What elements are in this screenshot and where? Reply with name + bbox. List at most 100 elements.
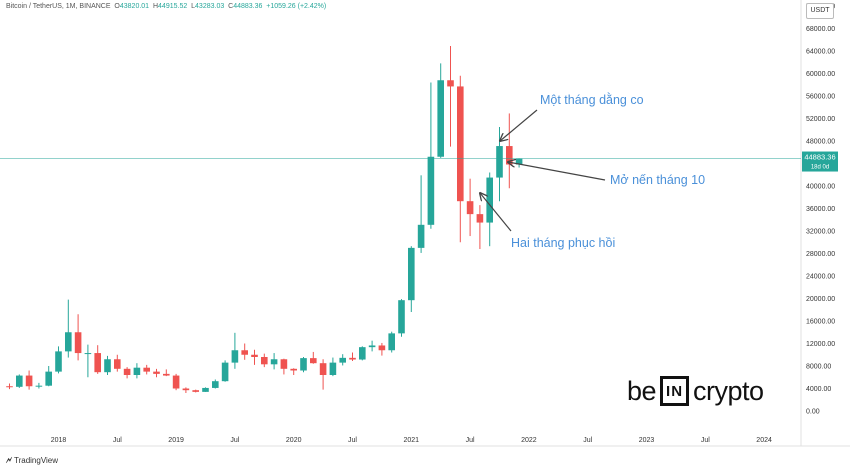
candle-30[interactable] [300, 357, 307, 373]
candle-body-40 [398, 300, 405, 334]
candle-18[interactable] [182, 387, 190, 393]
candle-48[interactable] [476, 205, 484, 249]
candle-15[interactable] [153, 368, 160, 378]
candle-29[interactable] [290, 368, 297, 375]
candle-8[interactable] [84, 344, 92, 378]
x-tick-label-2: 2019 [168, 437, 184, 444]
candle-2[interactable] [25, 370, 33, 390]
y-tick-label-12: 48000.00 [806, 139, 835, 146]
candle-body-44 [437, 80, 444, 157]
candle-42[interactable] [417, 175, 425, 253]
candle-26[interactable] [261, 353, 268, 368]
candle-36[interactable] [359, 346, 366, 361]
candle-38[interactable] [378, 342, 386, 356]
candle-10[interactable] [104, 355, 111, 375]
candle-6[interactable] [65, 299, 72, 358]
symbol-legend[interactable]: Bitcoin / TetherUS, 1M, BINANCE O43820.0… [6, 3, 326, 10]
x-tick-label-1: Jul [113, 437, 122, 444]
y-tick-label-0: 0.00 [806, 409, 820, 416]
candle-body-8 [84, 353, 92, 355]
candle-23[interactable] [231, 332, 239, 369]
candle-1[interactable] [16, 374, 23, 388]
candle-41[interactable] [408, 246, 415, 312]
candle-4[interactable] [45, 366, 52, 387]
candle-9[interactable] [94, 345, 101, 374]
candle-22[interactable] [221, 360, 229, 382]
y-tick-label-1: 4000.00 [806, 386, 831, 393]
candle-51[interactable] [506, 113, 513, 189]
candle-7[interactable] [74, 314, 82, 361]
time-axis[interactable]: 2018 Jul 2019 Jul 2020 Jul 2021 Jul 2022 Jul 2023 J… [51, 437, 772, 444]
candle-47[interactable] [466, 178, 474, 237]
candle-28[interactable] [280, 358, 288, 375]
candle-52[interactable] [515, 158, 523, 168]
candle-39[interactable] [388, 331, 395, 353]
candle-body-28 [280, 359, 288, 369]
candle-body-29 [290, 368, 297, 371]
candle-body-12 [123, 368, 131, 375]
candle-31[interactable] [310, 351, 317, 364]
price-axis[interactable]: 0.00 4000.00 8000.00 12000.00 16000.00 20000.… [806, 4, 835, 416]
candle-32[interactable] [319, 359, 327, 390]
candle-body-24 [241, 350, 248, 355]
candle-20[interactable] [202, 387, 209, 392]
candle-0[interactable] [6, 383, 13, 390]
candle-25[interactable] [251, 349, 258, 365]
candle-body-0 [6, 386, 13, 388]
candle-49[interactable] [486, 172, 493, 247]
current-price-tag[interactable] [802, 151, 838, 172]
candle-body-19 [192, 390, 199, 392]
candle-body-31 [310, 358, 317, 364]
y-tick-label-7: 28000.00 [806, 251, 835, 258]
candle-33[interactable] [329, 357, 337, 377]
candle-19[interactable] [192, 389, 199, 393]
candle-body-32 [319, 363, 327, 375]
open-label: O [114, 3, 120, 10]
candle-45[interactable] [447, 45, 454, 147]
candle-body-51 [506, 146, 513, 165]
candle-27[interactable] [270, 353, 278, 370]
candle-12[interactable] [123, 367, 131, 379]
y-tick-label-14: 56000.00 [806, 94, 835, 101]
candle-body-18 [182, 388, 190, 391]
low-label: L [191, 3, 196, 10]
candle-body-16 [163, 373, 170, 376]
candle-40[interactable] [398, 299, 405, 337]
candle-46[interactable] [457, 75, 464, 243]
currency-unit-button[interactable]: USDT [806, 3, 834, 19]
candle-35[interactable] [349, 352, 356, 361]
candle-43[interactable] [427, 82, 435, 229]
candle-body-7 [74, 332, 82, 354]
candle-body-4 [45, 371, 52, 386]
candle-14[interactable] [143, 364, 150, 375]
candle-21[interactable] [212, 379, 219, 389]
tradingview-brand[interactable]: 🗲 TradingView [6, 455, 58, 466]
x-tick-label-7: Jul [466, 437, 475, 444]
candle-11[interactable] [114, 354, 121, 372]
candle-body-3 [35, 385, 43, 387]
candle-body-1 [16, 375, 23, 387]
candle-24[interactable] [241, 343, 248, 360]
candle-13[interactable] [133, 363, 141, 379]
candle-body-37 [368, 345, 376, 348]
candle-body-21 [212, 381, 219, 388]
candle-body-22 [221, 362, 229, 382]
candle-50[interactable] [496, 126, 503, 202]
candle-5[interactable] [55, 346, 62, 374]
y-tick-label-15: 60000.00 [806, 71, 835, 78]
y-tick-label-9: 36000.00 [806, 206, 835, 213]
candle-17[interactable] [172, 373, 180, 391]
candle-body-46 [457, 86, 464, 202]
candle-44[interactable] [437, 63, 444, 158]
candle-3[interactable] [35, 382, 43, 389]
candle-34[interactable] [339, 354, 346, 366]
y-tick-label-13: 52000.00 [806, 116, 835, 123]
candle-16[interactable] [163, 369, 170, 377]
y-tick-label-10: 40000.00 [806, 184, 835, 191]
x-tick-label-5: Jul [348, 437, 357, 444]
tradingview-label: TradingView [14, 456, 59, 465]
candle-body-38 [378, 345, 386, 351]
candle-37[interactable] [368, 340, 376, 352]
